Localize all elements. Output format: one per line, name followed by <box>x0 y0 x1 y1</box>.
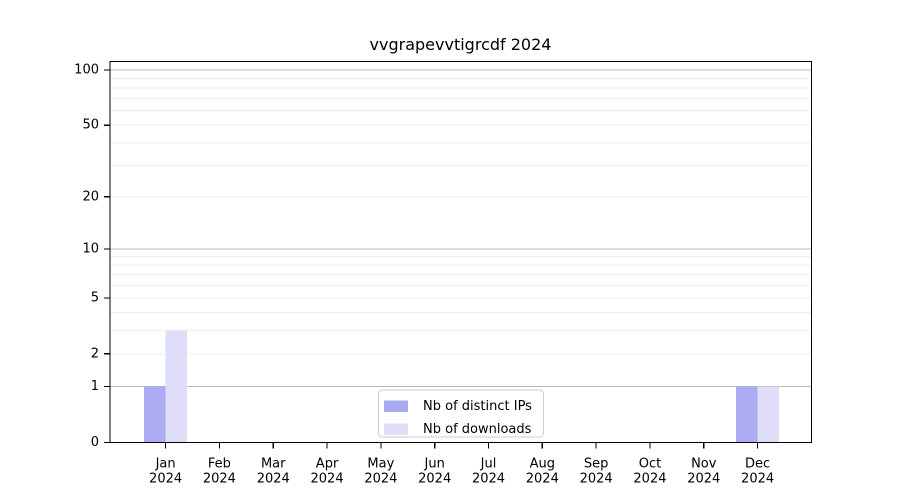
x-tick-label-month-feb: Feb <box>208 457 231 472</box>
y-tick-label-50: 50 <box>82 118 99 133</box>
bar-dec-nb-of-distinct-ips <box>736 386 758 443</box>
y-tick-label-0: 0 <box>91 435 99 450</box>
x-tick-label-year-mar: 2024 <box>257 472 290 487</box>
x-tick-label-year-apr: 2024 <box>311 472 344 487</box>
x-tick-label-year-jun: 2024 <box>418 472 451 487</box>
x-tick-label-year-jul: 2024 <box>472 472 505 487</box>
y-tick-label-2: 2 <box>91 346 99 361</box>
x-tick-label-month-oct: Oct <box>639 457 661 472</box>
x-tick-label-month-apr: Apr <box>316 457 339 472</box>
x-tick-label-year-oct: 2024 <box>633 472 666 487</box>
y-tick-label-5: 5 <box>91 290 99 305</box>
x-tick-label-month-nov: Nov <box>691 457 717 472</box>
x-tick-label-year-aug: 2024 <box>526 472 559 487</box>
bar-jan-nb-of-downloads <box>165 330 188 443</box>
x-tick-label-year-dec: 2024 <box>741 472 774 487</box>
chart-title: vvgrapevvtigrcdf 2024 <box>370 35 552 54</box>
plot-area: 0125102050100Jan2024Feb2024Mar2024Apr202… <box>74 60 813 487</box>
x-tick-label-month-sep: Sep <box>584 457 609 472</box>
legend-swatch-downloads <box>384 423 408 435</box>
y-tick-label-20: 20 <box>82 189 99 204</box>
x-tick-label-year-may: 2024 <box>364 472 397 487</box>
x-tick-label-month-may: May <box>367 457 394 472</box>
x-tick-label-month-jul: Jul <box>480 457 497 472</box>
y-tick-label-100: 100 <box>74 63 99 78</box>
axes-border <box>109 60 813 444</box>
x-tick-label-month-jun: Jun <box>424 457 445 472</box>
legend: Nb of distinct IPs Nb of downloads <box>378 389 544 438</box>
x-tick-label-year-sep: 2024 <box>580 472 613 487</box>
y-tick-label-1: 1 <box>91 379 99 394</box>
x-tick-label-year-jan: 2024 <box>149 472 182 487</box>
x-tick-label-month-jan: Jan <box>155 457 176 472</box>
x-tick-label-year-nov: 2024 <box>687 472 720 487</box>
legend-label-distinct-ips: Nb of distinct IPs <box>423 399 532 414</box>
y-tick-label-10: 10 <box>82 241 99 256</box>
bar-dec-nb-of-downloads <box>757 386 780 443</box>
x-tick-label-month-aug: Aug <box>530 457 555 472</box>
legend-box <box>378 389 544 438</box>
legend-label-downloads: Nb of downloads <box>423 422 532 437</box>
legend-swatch-distinct-ips <box>384 400 408 412</box>
bar-jan-nb-of-distinct-ips <box>144 386 166 443</box>
x-tick-label-year-feb: 2024 <box>203 472 236 487</box>
x-tick-label-month-mar: Mar <box>261 457 286 472</box>
x-tick-label-month-dec: Dec <box>745 457 770 472</box>
